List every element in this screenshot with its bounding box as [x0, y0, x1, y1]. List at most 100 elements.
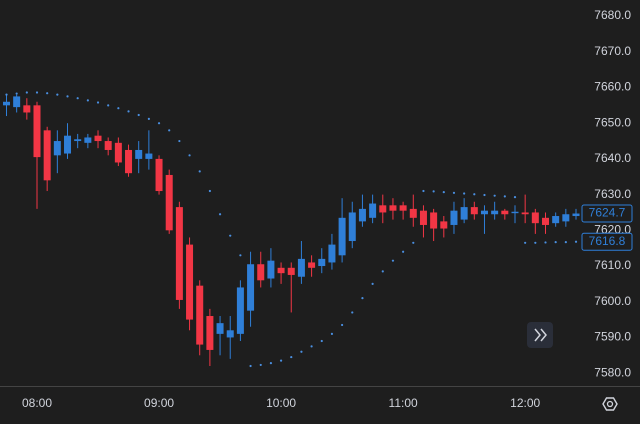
sar-dot [279, 359, 283, 362]
sar-dot [351, 311, 354, 314]
sar-dot [56, 93, 59, 96]
sar-dot [300, 350, 303, 353]
sar-dot [330, 332, 334, 335]
y-tick-label: 7630.0 [594, 187, 631, 201]
sar-dot [493, 194, 496, 197]
sar-dot [422, 189, 425, 193]
candle-body [491, 210, 499, 215]
y-tick-label: 7580.0 [594, 365, 631, 379]
candle-body [145, 153, 153, 159]
sar-dot [66, 95, 69, 98]
sar-dot [198, 170, 201, 173]
x-tick-label: 12:00 [510, 396, 540, 410]
candle-body [2, 101, 10, 106]
candle-body [175, 207, 183, 300]
candle-body [53, 141, 61, 156]
candle-body [572, 213, 580, 217]
candle-body [287, 267, 295, 275]
scroll-button[interactable] [527, 322, 553, 348]
sar-dot [46, 92, 49, 95]
sar-dot [432, 190, 435, 193]
sar-dot [442, 191, 445, 194]
candle-body [379, 205, 387, 213]
candle-body [328, 244, 336, 263]
candle-body [114, 142, 122, 163]
sar-dot [168, 129, 171, 132]
x-tick-label: 08:00 [22, 396, 52, 410]
sar-dot [371, 282, 374, 285]
candle-body [247, 264, 255, 311]
candle-body [552, 216, 560, 224]
candle-body [562, 214, 570, 222]
candle-body [389, 205, 397, 211]
candle-body [531, 212, 539, 224]
candle-body [297, 258, 305, 277]
sar-dot [391, 259, 395, 262]
candle-body [23, 105, 31, 113]
candle-body [308, 262, 316, 268]
sar-dot [534, 241, 537, 244]
sar-dot [218, 213, 222, 216]
x-tick-label: 10:00 [266, 396, 296, 410]
candle-body [460, 207, 468, 220]
sar-dot [290, 355, 293, 359]
candle-body [165, 174, 173, 231]
sar-dot [249, 364, 252, 368]
candle-body [13, 96, 21, 108]
candle-body [419, 210, 427, 225]
sar-dot [381, 270, 384, 273]
sar-dot [137, 113, 140, 117]
sar-dot [157, 122, 161, 125]
y-tick-label: 7660.0 [594, 80, 631, 94]
candle-body [440, 221, 448, 229]
sar-dot [229, 234, 232, 237]
sar-dot [554, 240, 557, 244]
candle-body [186, 244, 194, 320]
sar-dot [208, 189, 211, 193]
candle-body [267, 260, 275, 279]
candle-body [348, 212, 356, 242]
sar-dot [524, 241, 527, 244]
sar-dot [107, 104, 110, 107]
candle-body [236, 287, 244, 334]
candle-body [104, 141, 112, 150]
candle-body [226, 330, 234, 338]
sar-dot [5, 93, 8, 96]
y-tick-label: 7650.0 [594, 115, 631, 129]
candle-body [470, 207, 478, 215]
candle-body [409, 208, 417, 218]
candle-body [196, 285, 204, 345]
candle-body [338, 217, 346, 256]
candle-body [84, 137, 92, 143]
y-tick-label: 7600.0 [594, 294, 631, 308]
candle-body [206, 316, 214, 350]
candle-body [450, 210, 458, 225]
candle-body [94, 135, 102, 142]
price-label-box [581, 232, 633, 251]
candle-body [74, 139, 82, 142]
sar-dot [513, 196, 517, 199]
sar-dot [86, 99, 89, 102]
candle-body [480, 210, 488, 215]
price-label-box [581, 204, 633, 223]
sar-dot [178, 139, 181, 143]
sar-dot [564, 240, 567, 244]
settings-button[interactable] [602, 397, 618, 411]
sar-dot [412, 241, 415, 244]
sar-dot [473, 193, 476, 196]
sar-dot [361, 297, 364, 300]
sar-dot [341, 323, 344, 327]
price-label-text: 7624.7 [589, 206, 626, 220]
chevron-icon [534, 328, 547, 342]
settings-icon-center [606, 400, 614, 408]
sar-dot [96, 101, 100, 104]
candle-body [521, 212, 529, 215]
y-tick-label: 7680.0 [594, 8, 631, 22]
candle-body [430, 212, 438, 229]
y-tick-label: 7670.0 [594, 44, 631, 58]
candle-body [155, 158, 163, 192]
sar-dot [76, 97, 79, 100]
sar-dot [15, 92, 18, 95]
sar-dot [310, 345, 313, 348]
